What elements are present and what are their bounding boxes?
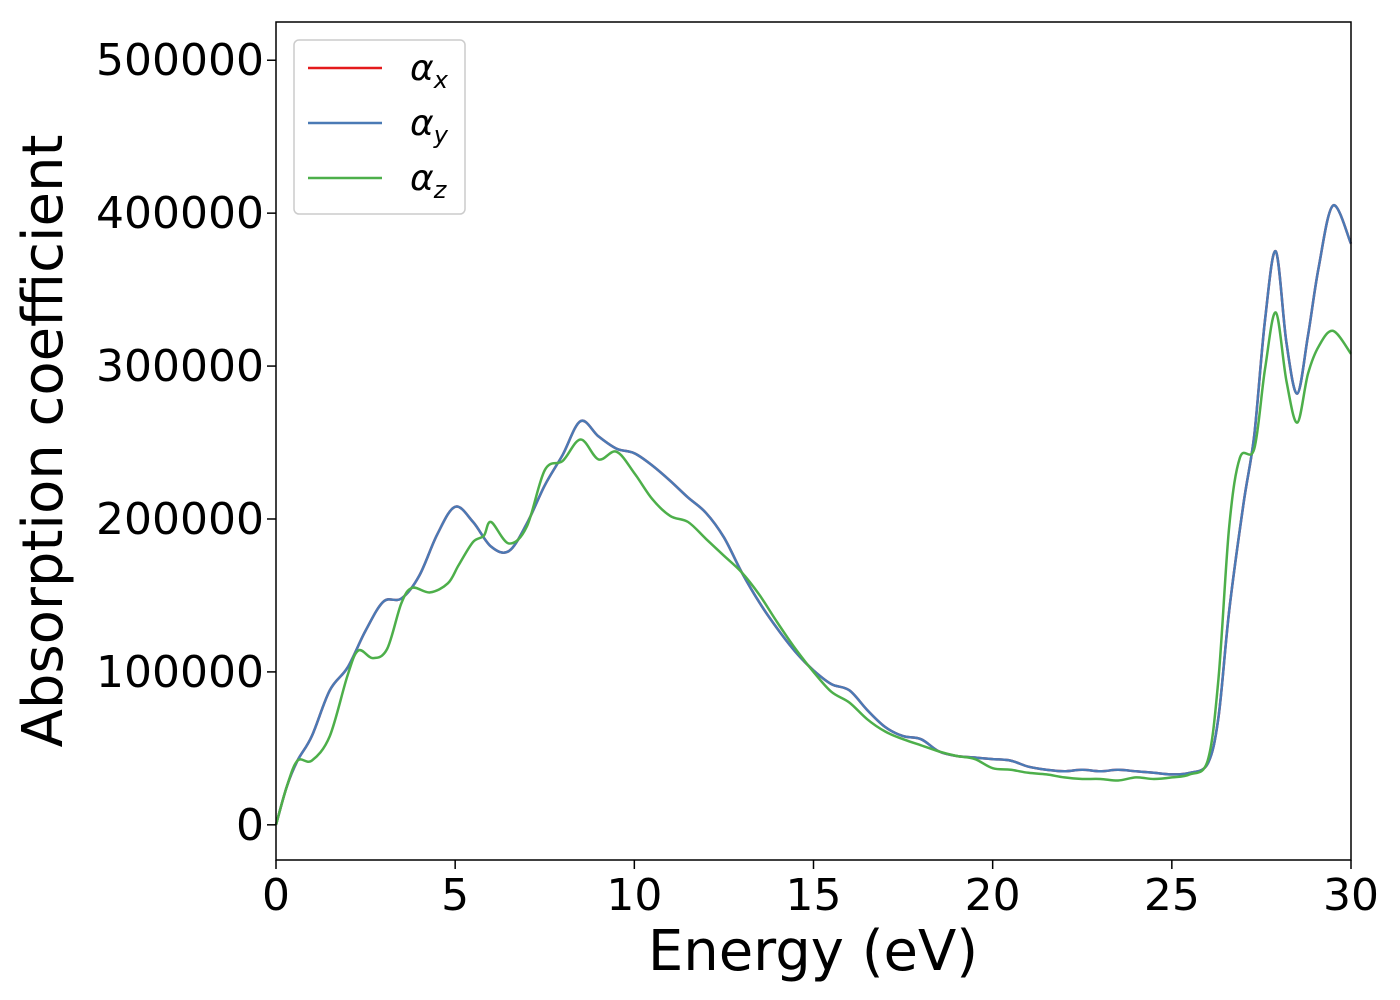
y-tick-label: 100000 [96, 647, 264, 698]
x-axis-label: Energy (eV) [648, 919, 978, 984]
series-layer [274, 204, 1353, 826]
x-tick-label: 15 [786, 870, 842, 921]
y-tick-label: 200000 [96, 494, 264, 545]
x-tick-label: 30 [1323, 870, 1379, 921]
x-tick-label: 10 [606, 870, 662, 921]
x-axis-ticks: 0 5 10 15 20 25 30 [262, 860, 1379, 921]
x-tick-label: 5 [441, 870, 469, 921]
series-line-y [274, 204, 1353, 826]
y-axis-label: Absorption coefficient [11, 135, 76, 748]
y-tick-label: 400000 [96, 188, 264, 239]
y-tick-label: 0 [236, 800, 264, 851]
y-tick-label: 300000 [96, 341, 264, 392]
y-axis-ticks: 0 100000 200000 300000 400000 500000 [96, 35, 276, 851]
y-tick-label: 500000 [96, 35, 264, 86]
legend-box [293, 39, 466, 215]
x-tick-label: 20 [965, 870, 1021, 921]
series-line-z [274, 311, 1353, 826]
x-tick-label: 25 [1144, 870, 1200, 921]
legend-label-z: αz [410, 158, 448, 204]
series-line-x [274, 204, 1353, 826]
x-tick-label: 0 [262, 870, 290, 921]
